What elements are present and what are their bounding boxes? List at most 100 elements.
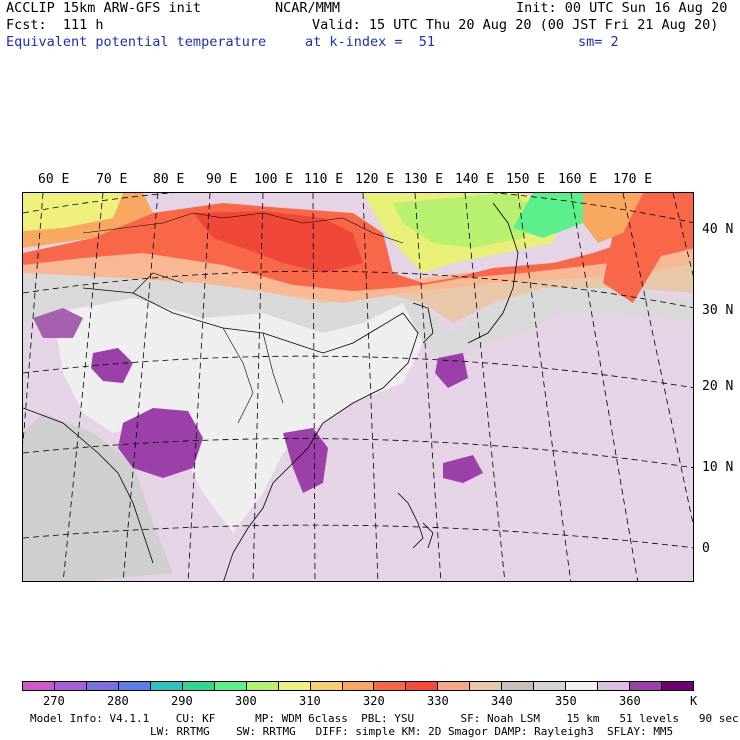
purple-core-northwest [33,308,83,338]
purple-core-bay-of-bengal [118,408,203,478]
lat-line-10n [23,438,693,469]
field-name: Equivalent potential temperature [6,34,267,50]
colorbar-swatch [278,682,311,690]
lon-line [672,193,693,277]
center-name: NCAR/MMM [275,0,341,16]
colorbar-swatch [566,682,599,690]
lat-label: 40 N [702,222,734,237]
lon-line [517,193,572,581]
map-panel [22,192,694,582]
lon-label: 150 E [506,172,546,187]
footer-line-2: LW: RRTMG SW: RRTMG DIFF: simple KM: 2D … [150,725,674,738]
colorbar-swatch [23,682,55,690]
init-time: Init: 00 UTC Sun 16 Aug 20 [516,0,728,16]
lon-line [187,193,211,581]
latitude-gridlines [23,193,693,549]
colorbar-swatch [534,682,567,690]
red-band [23,203,693,291]
lat-line-20n [23,355,693,389]
smoothing: sm= 2 [578,34,619,50]
lon-label: 110 E [304,172,344,187]
lon-label: 100 E [254,172,294,187]
lon-line [23,193,44,444]
lime-zone [393,193,543,248]
colorbar-swatch [502,682,535,690]
colorbar-tick-label: 330 [427,694,449,708]
colorbar-tick-label: 360 [619,694,641,708]
lon-line [414,193,442,581]
lat-label: 10 N [702,460,734,475]
orange-zone-ne [583,193,643,243]
lon-label: 140 E [455,172,495,187]
borders [82,212,404,424]
lon-line [622,193,693,526]
lon-line [252,193,264,581]
lon-label: 170 E [613,172,653,187]
lat-line-0 [23,524,693,549]
lon-line [464,193,506,581]
lon-label: 120 E [355,172,395,187]
coastline-asia [82,287,419,581]
colorbar-swatch [118,682,151,690]
colorbar-tick-label: 280 [107,694,129,708]
lon-label: 160 E [558,172,598,187]
colorbar-swatch [438,682,471,690]
coastline-korea [412,302,434,344]
lon-label: 70 E [96,172,128,187]
colorbar-swatch [470,682,503,690]
green-zone [513,193,603,238]
colorbar-tick-label: 350 [555,694,577,708]
lon-line [570,193,639,581]
footer-line-1: Model Info: V4.1.1 CU: KF MP: WDM 6class… [30,712,739,725]
colorbar [22,681,694,691]
colorbar-swatch [310,682,343,690]
lon-label: 90 E [206,172,238,187]
colorbar-swatch [342,682,375,690]
purple-core-north-india [91,348,133,383]
lon-line [362,193,379,581]
lon-line [312,193,316,581]
colorbar-swatch [150,682,183,690]
light-land [53,298,423,533]
colorbar-tick-label: 270 [43,694,65,708]
colorbar-tick-label: 290 [171,694,193,708]
purple-core-south-china-sea [283,428,328,493]
colorbar-swatch [246,682,279,690]
lon-label: 60 E [38,172,70,187]
philippines-islands [397,492,434,549]
lat-label: 30 N [702,303,734,318]
vertical-level: at k-index = 51 [305,34,436,50]
lon-label: 80 E [153,172,185,187]
india-grey [23,413,173,581]
coastline-india [23,407,154,564]
colorbar-tick-label: 320 [363,694,385,708]
longitude-gridlines [23,193,693,581]
valid-time: Valid: 15 UTC Thu 20 Aug 20 (00 JST Fri … [312,17,719,33]
colorbar-swatch [374,682,407,690]
colorbar-swatch [54,682,87,690]
yellow-zone-west [23,193,123,231]
colorbar-tick-label: 310 [299,694,321,708]
colorbar-swatch [662,682,694,690]
colorbar-unit: K [690,694,698,708]
colorbar-swatch [86,682,119,690]
lat-label: 20 N [702,379,734,394]
model-title: ACCLIP 15km ARW-GFS init [6,0,202,16]
colorbar-swatch [214,682,247,690]
lon-line [122,193,159,581]
lat-label: 0 [702,541,710,556]
dark-red-band [193,211,363,273]
colorbar-tick-label: 340 [491,694,513,708]
colorbar-swatch [406,682,439,690]
colorbar-swatch [598,682,631,690]
purple-core-philippine-sea [443,455,483,483]
lon-line [62,193,104,581]
colorbar-swatch [182,682,215,690]
forecast-hour: Fcst: 111 h [6,17,104,33]
colorbar-tick-label: 300 [235,694,257,708]
purple-core-east-china [435,353,468,388]
colorbar-swatch [630,682,663,690]
coastline-japan [467,202,519,344]
theta-e-map [23,193,693,581]
lon-label: 130 E [404,172,444,187]
